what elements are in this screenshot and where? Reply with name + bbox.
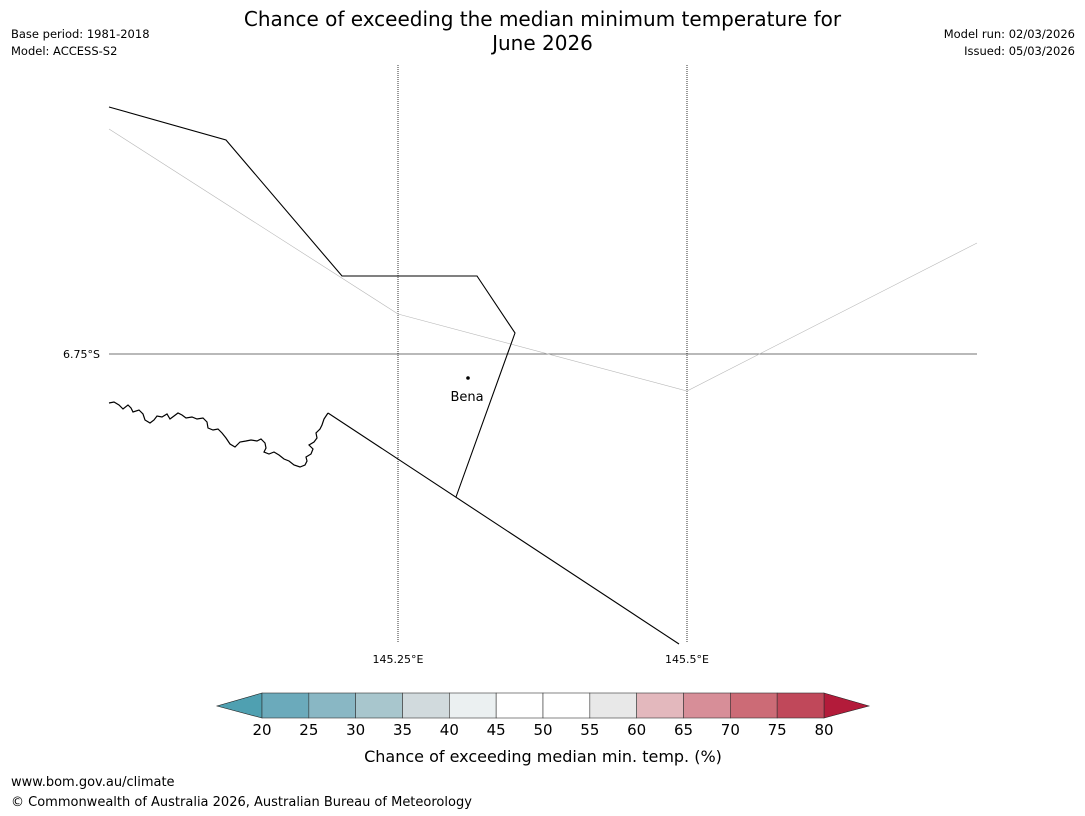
colorbar-tick-30: 30: [346, 721, 365, 739]
bena-label: Bena: [450, 390, 483, 405]
colorbar-tick-25: 25: [299, 721, 318, 739]
colorbar-bin-25-30: [308, 692, 356, 719]
colorbar-bin-45-50: [495, 692, 544, 719]
colorbar-over-arrow: [823, 692, 871, 719]
meta-right: Model run: 02/03/2026 Issued: 05/03/2026: [944, 26, 1075, 60]
colorbar-tick-20: 20: [252, 721, 271, 739]
footer-website: www.bom.gov.au/climate: [11, 775, 175, 790]
colorbar-under-arrow: [215, 692, 263, 719]
province-boundary-north: [108, 106, 516, 498]
latitude-label: 6.75°S: [63, 348, 100, 361]
colorbar-tick-35: 35: [393, 721, 412, 739]
colorbar-tick-45: 45: [487, 721, 506, 739]
colorbar-bin-60-65: [636, 692, 684, 719]
colorbar-bin-40-45: [449, 692, 497, 719]
colorbar-tick-50: 50: [533, 721, 552, 739]
colorbar-bin-35-40: [402, 692, 450, 719]
colorbar-tick-40: 40: [440, 721, 459, 739]
colorbar-bin-20-25: [261, 692, 310, 719]
chart-title-line-2: June 2026: [492, 31, 593, 55]
colorbar-bin-30-35: [355, 692, 403, 719]
chart-title-line-1: Chance of exceeding the median minimum t…: [243, 7, 842, 31]
model-text: Model: ACCESS-S2: [11, 44, 118, 58]
bena-marker: [466, 376, 470, 380]
issued-text: Issued: 05/03/2026: [964, 44, 1075, 58]
colorbar-tick-55: 55: [580, 721, 599, 739]
longitude-label-145-5: 145.5°E: [665, 653, 709, 666]
river-boundary: [108, 401, 329, 468]
colorbar-bin-65-70: [683, 692, 731, 719]
colorbar-bin-70-75: [730, 692, 778, 719]
colorbar-tick-60: 60: [627, 721, 646, 739]
colorbar-tick-80: 80: [814, 721, 833, 739]
colorbar-bin-50-55: [542, 692, 591, 719]
colorbar-bin-55-60: [589, 692, 637, 719]
graticule: [109, 65, 977, 643]
model-run-text: Model run: 02/03/2026: [943, 27, 1075, 41]
colorbar-bin-75-80: [776, 692, 825, 719]
colorbar-tick-70: 70: [721, 721, 740, 739]
colorbar-label: Chance of exceeding median min. temp. (%…: [364, 747, 722, 766]
colorbar-tick-65: 65: [674, 721, 693, 739]
colorbar-tick-75: 75: [768, 721, 787, 739]
colorbar: 20 25 30 35 40 45 50 55 60 65 70 75 80: [215, 692, 871, 739]
base-period-text: Base period: 1981-2018: [11, 27, 150, 41]
district-boundary: [108, 128, 978, 392]
meta-left: Base period: 1981-2018 Model: ACCESS-S2: [11, 26, 150, 60]
longitude-label-145-25: 145.25°E: [373, 653, 424, 666]
footer-copyright: © Commonwealth of Australia 2026, Austra…: [11, 795, 472, 810]
province-boundary-south: [327, 412, 680, 645]
